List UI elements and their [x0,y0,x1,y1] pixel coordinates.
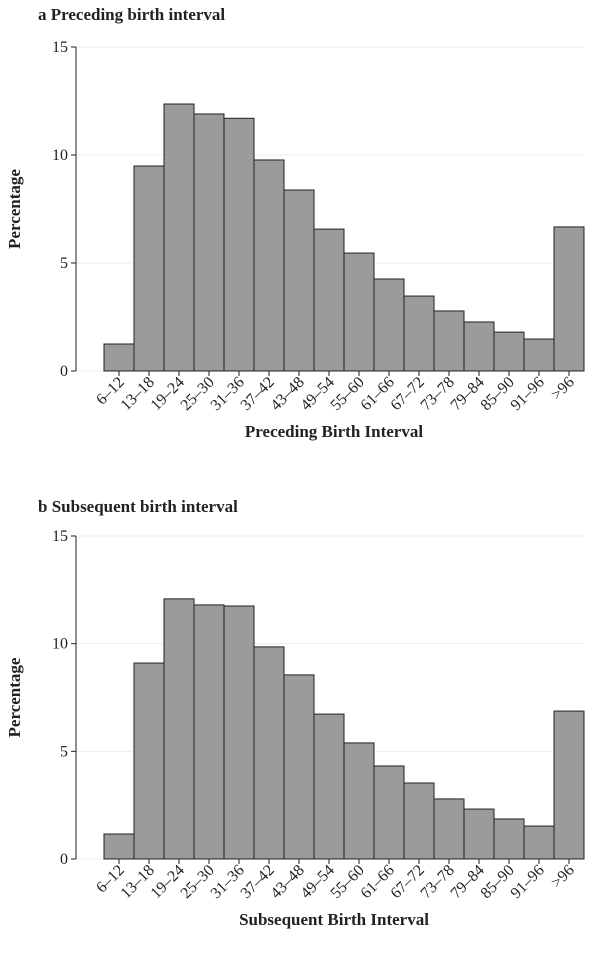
x-tick-label: 55–60 [328,374,368,414]
bar [403,295,435,372]
x-tick-label: 91–96 [508,862,548,902]
x-tick-label: 79–84 [448,374,488,414]
bar [223,117,255,372]
bar [343,742,375,860]
bar [133,662,165,860]
bar [193,604,225,860]
y-tick-label: 15 [52,39,68,56]
y-axis-label: Percentage [5,169,24,249]
x-axis-label: Preceding Birth Interval [245,422,423,441]
x-tick-label: 73–78 [418,862,458,902]
x-tick-label: 43–48 [268,862,308,902]
bar [283,189,315,372]
bar [343,252,375,372]
bar [493,331,525,372]
y-tick-label: 5 [60,743,68,760]
bar [133,165,165,372]
x-tick-label: 19–24 [148,374,188,414]
bar [103,833,135,860]
x-tick-label: 31–36 [208,862,248,902]
x-tick-label: 37–42 [238,374,278,414]
y-tick-label: 0 [60,851,68,868]
bar [313,228,345,372]
x-tick-label: 13–18 [118,862,158,902]
x-tick-label: >96 [548,862,578,892]
x-tick-label: 13–18 [118,374,158,414]
x-tick-label: 55–60 [328,862,368,902]
x-tick-label: 43–48 [268,374,308,414]
bar [313,713,345,860]
x-tick-label: 25–30 [178,862,218,902]
y-axis-label: Percentage [5,657,24,737]
y-tick-label: 10 [52,636,68,653]
bar [403,782,435,860]
bar [163,598,195,860]
bar [253,159,285,372]
bar [283,674,315,860]
x-tick-label: 25–30 [178,374,218,414]
x-tick-label: 79–84 [448,862,488,902]
x-tick-label: 61–66 [358,862,398,902]
y-tick-label: 15 [52,528,68,545]
x-axis-label: Subsequent Birth Interval [239,910,429,929]
x-tick-label: 91–96 [508,374,548,414]
x-tick-label: 67–72 [388,374,428,414]
bar [433,798,465,860]
x-tick-label: 49–54 [298,374,338,414]
x-tick-label: 67–72 [388,862,428,902]
bar [103,343,135,372]
x-tick-label: 37–42 [238,862,278,902]
bar [523,338,555,372]
bar [463,808,495,860]
bar [163,103,195,372]
bar [493,818,525,860]
bar [223,605,255,860]
bar [193,113,225,372]
bar [433,310,465,372]
x-tick-label: 49–54 [298,862,338,902]
bar [553,710,585,860]
x-tick-label: 73–78 [418,374,458,414]
y-tick-label: 10 [52,147,68,164]
bar [253,646,285,860]
x-tick-label: 19–24 [148,862,188,902]
x-tick-label: 85–90 [478,374,518,414]
bar [523,825,555,860]
x-tick-label: 31–36 [208,374,248,414]
y-tick-label: 5 [60,255,68,272]
bar [553,226,585,372]
bar [463,321,495,372]
x-tick-label: 61–66 [358,374,398,414]
chart-title: a Preceding birth interval [38,5,225,24]
x-tick-label: >96 [548,374,578,404]
bar [373,278,405,372]
x-tick-label: 85–90 [478,862,518,902]
y-tick-label: 0 [60,363,68,380]
chart-title: b Subsequent birth interval [38,497,238,516]
bar [373,765,405,860]
